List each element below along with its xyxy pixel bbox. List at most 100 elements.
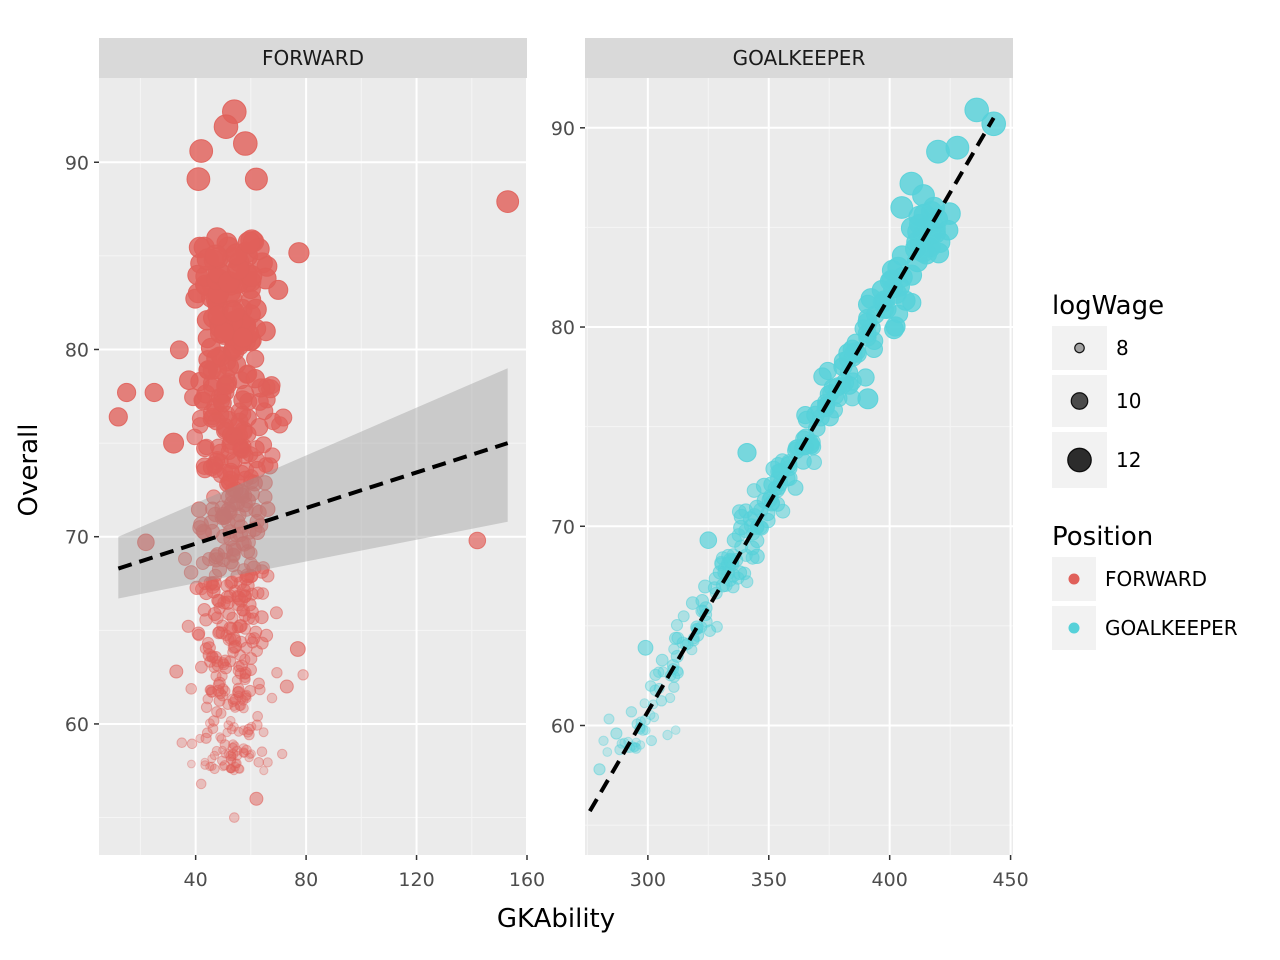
- data-point: [179, 370, 199, 391]
- facet-strip-label: GOALKEEPER: [733, 46, 866, 70]
- x-tick-label: 400: [872, 869, 908, 891]
- data-point: [176, 737, 188, 749]
- x-tick-label: 120: [398, 869, 434, 891]
- data-point: [649, 668, 662, 682]
- data-point: [630, 742, 642, 754]
- y-tick-label: 80: [551, 317, 575, 339]
- data-point: [169, 664, 184, 679]
- data-point: [219, 739, 231, 750]
- data-point: [169, 340, 189, 360]
- data-point: [231, 674, 243, 686]
- data-point: [593, 763, 606, 776]
- data-point: [813, 367, 832, 386]
- data-point: [252, 710, 264, 722]
- data-point: [232, 682, 245, 695]
- data-point: [644, 680, 657, 692]
- data-point: [231, 758, 241, 769]
- data-point: [649, 712, 660, 723]
- data-point: [637, 639, 654, 656]
- data-point: [223, 748, 234, 759]
- data-point: [256, 321, 276, 342]
- facet-strip: [585, 38, 1013, 78]
- data-point: [732, 565, 748, 581]
- data-point: [178, 551, 192, 566]
- data-point: [238, 408, 257, 427]
- data-point: [655, 695, 668, 707]
- data-point: [711, 620, 723, 633]
- data-point: [238, 725, 249, 736]
- data-point: [241, 744, 252, 756]
- data-point: [220, 749, 230, 759]
- data-point: [670, 619, 684, 632]
- data-point: [200, 337, 221, 358]
- data-point: [246, 721, 257, 732]
- data-point: [231, 590, 247, 605]
- data-point: [213, 393, 232, 413]
- data-point: [228, 639, 243, 654]
- data-point: [205, 761, 215, 772]
- data-point: [225, 763, 235, 774]
- data-point: [213, 676, 226, 689]
- y-tick-label: 60: [551, 716, 575, 738]
- plot-area: [588, 97, 1007, 813]
- data-point: [279, 679, 294, 694]
- data-point: [216, 508, 233, 525]
- data-point: [215, 732, 225, 742]
- data-point: [625, 706, 638, 718]
- data-point: [253, 757, 265, 768]
- x-tick-label: 160: [509, 869, 545, 891]
- legend-label-size: 10: [1116, 389, 1141, 413]
- legend-size-swatch: [1074, 342, 1085, 354]
- data-point: [204, 684, 216, 696]
- data-point: [229, 722, 239, 732]
- data-point: [662, 729, 673, 741]
- x-tick-label: 300: [630, 869, 666, 891]
- data-point: [233, 726, 244, 737]
- y-tick-label: 90: [65, 152, 89, 174]
- data-point: [496, 190, 520, 214]
- data-point: [226, 764, 237, 774]
- data-point: [231, 745, 243, 756]
- confidence-ribbon: [118, 368, 508, 599]
- data-point: [259, 501, 276, 518]
- data-point: [749, 548, 765, 564]
- trend-line: [117, 441, 509, 571]
- data-point: [239, 673, 251, 686]
- data-point: [938, 202, 961, 225]
- x-axis-title: GKAbility: [497, 904, 615, 934]
- data-point: [733, 508, 750, 525]
- panel-forward: 40 80 120 160 60 70 80 90 FORWARD: [65, 38, 545, 891]
- data-point: [215, 626, 229, 640]
- x-tick-label: 450: [992, 869, 1028, 891]
- data-point: [212, 626, 226, 640]
- data-point: [233, 131, 258, 156]
- legend-title-size: logWage: [1052, 291, 1164, 321]
- data-point: [669, 631, 683, 645]
- data-point: [274, 408, 293, 427]
- data-point: [271, 667, 283, 679]
- trend-line: [588, 116, 996, 813]
- data-point: [635, 740, 646, 750]
- data-point: [628, 742, 639, 753]
- legend-color-swatch: [1068, 622, 1080, 634]
- data-point: [244, 167, 268, 191]
- data-point: [228, 739, 238, 750]
- data-point: [238, 703, 249, 714]
- data-point: [699, 531, 718, 550]
- panels-layer: 40 80 120 160 60 70 80 90 FORWARD 300 350 400 450 60 7…: [65, 38, 1029, 891]
- data-point: [181, 619, 195, 633]
- data-point: [857, 388, 879, 410]
- data-point: [227, 631, 241, 645]
- data-point: [217, 755, 228, 766]
- data-point: [189, 580, 204, 595]
- data-point: [249, 791, 264, 806]
- y-axis-title: Overall: [14, 424, 44, 517]
- data-point: [259, 766, 269, 776]
- data-point: [202, 641, 216, 655]
- data-point: [234, 763, 244, 774]
- data-point: [703, 624, 717, 638]
- data-point: [232, 526, 248, 543]
- data-point: [259, 628, 274, 643]
- data-point: [234, 700, 245, 712]
